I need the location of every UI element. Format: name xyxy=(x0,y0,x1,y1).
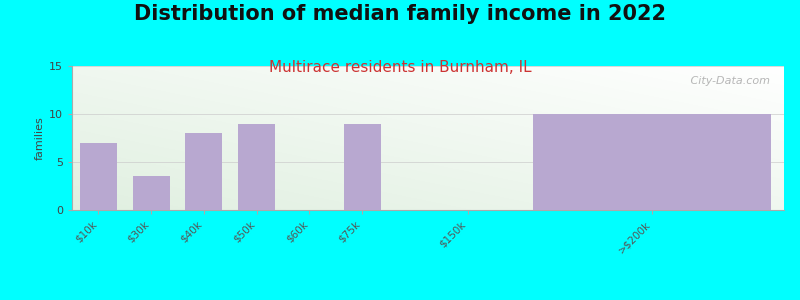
Text: City-Data.com: City-Data.com xyxy=(686,76,770,86)
Bar xyxy=(80,143,117,210)
Bar xyxy=(133,176,170,210)
Y-axis label: families: families xyxy=(35,116,45,160)
Bar xyxy=(238,124,275,210)
Bar xyxy=(344,124,381,210)
Bar xyxy=(186,133,222,210)
Text: Distribution of median family income in 2022: Distribution of median family income in … xyxy=(134,4,666,25)
Text: Multirace residents in Burnham, IL: Multirace residents in Burnham, IL xyxy=(269,60,531,75)
Bar xyxy=(534,114,771,210)
